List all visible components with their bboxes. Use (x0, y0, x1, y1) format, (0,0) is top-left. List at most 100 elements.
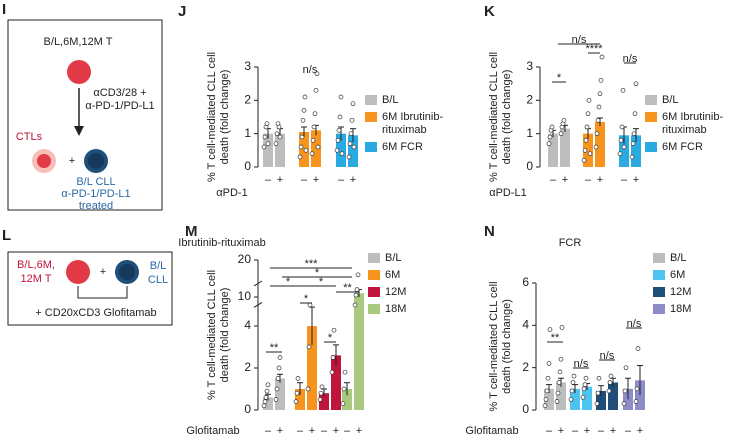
data-point (558, 131, 564, 137)
diagram-text: + (69, 155, 75, 167)
y-tick-label: 4 (244, 318, 251, 332)
y-axis-label: death (fold change) (219, 288, 231, 383)
legend: B/L 6M 12M 18M (653, 252, 747, 320)
bar (583, 133, 593, 167)
legend-label: B/L (662, 94, 679, 106)
data-point (570, 380, 576, 385)
data-point (583, 375, 589, 381)
t-cell (66, 260, 90, 284)
x-tick-label: + (584, 425, 590, 437)
diagram-text: CLL (148, 274, 168, 286)
data-point (580, 394, 586, 400)
legend-swatch (368, 287, 380, 297)
data-point (341, 386, 347, 392)
data-point (300, 117, 306, 123)
data-point (277, 134, 283, 140)
data-point (299, 134, 305, 140)
diagram-text: + (100, 266, 106, 278)
x-tick-label: + (633, 174, 639, 186)
data-point (621, 401, 627, 406)
diagram-text: B/L (150, 260, 167, 272)
x-tick-label: + (637, 425, 643, 437)
x-tick-label: + (333, 425, 339, 437)
data-point (317, 397, 323, 402)
data-point (342, 369, 348, 375)
data-point (261, 144, 267, 150)
legend-swatch (653, 304, 665, 314)
panel-letter: N (484, 223, 495, 240)
y-tick-label: 3 (244, 59, 251, 73)
y-tick-label: 2 (244, 360, 251, 374)
x-tick-label: + (597, 174, 603, 186)
data-point (301, 107, 307, 113)
data-point (546, 361, 552, 366)
data-point (619, 124, 625, 130)
data-point (554, 399, 560, 404)
x-tick-label: + (309, 425, 315, 437)
diagram-text: + CD20xCD3 Glofitamab (35, 307, 156, 319)
x-tick-label: – (297, 425, 304, 437)
bracket (77, 286, 128, 299)
data-point (348, 131, 354, 137)
panel-letter: L (2, 227, 11, 244)
data-point (276, 365, 282, 371)
data-point (355, 272, 361, 278)
significance-label: n/s (574, 358, 589, 370)
legend-label: 12M (385, 286, 407, 298)
data-point (264, 121, 270, 127)
diagram-text: α-PD-1/PD-L1 (61, 188, 130, 200)
data-point (595, 390, 601, 396)
bar (596, 390, 606, 410)
legend-label: 18M (385, 303, 407, 315)
data-point (545, 375, 551, 381)
data-point (275, 376, 281, 381)
data-point (351, 144, 357, 150)
data-point (594, 131, 600, 137)
legend-label: 6M Ibrutinib-rituximab (382, 111, 444, 136)
significance-label: ** (270, 342, 279, 354)
x-tick-label: – (321, 425, 328, 437)
legend-swatch (645, 112, 657, 122)
diagram-text: 12M T (21, 273, 52, 285)
diagram-text: B/L,6M,12M T (44, 36, 113, 48)
bar (275, 378, 285, 410)
diagram-text: B/L CLL (76, 176, 115, 188)
x-tick-label: – (265, 174, 272, 186)
bar (342, 389, 352, 410)
data-point (631, 131, 637, 137)
data-point (584, 124, 590, 130)
data-point (568, 397, 574, 402)
x-axis-label: Glofitamab (186, 425, 239, 437)
data-point (276, 124, 282, 130)
data-point (330, 355, 336, 360)
x-tick-label: – (338, 174, 345, 186)
data-point (629, 154, 635, 160)
data-point (635, 346, 641, 351)
cll-core (119, 264, 135, 280)
axis-break (253, 301, 263, 308)
x-tick-label: + (350, 174, 356, 186)
data-point (353, 292, 359, 298)
x-tick-label: – (625, 425, 632, 437)
chart-title: FCR (559, 237, 582, 249)
legend-entry: 12M (653, 286, 747, 299)
bar (608, 382, 618, 410)
bar (348, 135, 358, 167)
panel-letter: K (484, 3, 495, 20)
data-point (623, 365, 629, 371)
data-point (302, 94, 308, 100)
legend: B/L 6M 12M 18M (368, 252, 463, 320)
y-tick-label: 2 (526, 93, 533, 107)
data-point (261, 403, 267, 409)
data-point (633, 399, 639, 404)
legend-entry: 6M Ibrutinib-rituximab (645, 111, 740, 137)
y-tick-label: 0 (522, 402, 529, 416)
data-point (571, 373, 577, 379)
data-point (315, 144, 321, 150)
data-point (596, 375, 602, 381)
data-point (558, 356, 564, 362)
x-axis-label: Glofitamab (465, 425, 518, 437)
data-point (277, 355, 283, 360)
data-point (329, 369, 335, 375)
